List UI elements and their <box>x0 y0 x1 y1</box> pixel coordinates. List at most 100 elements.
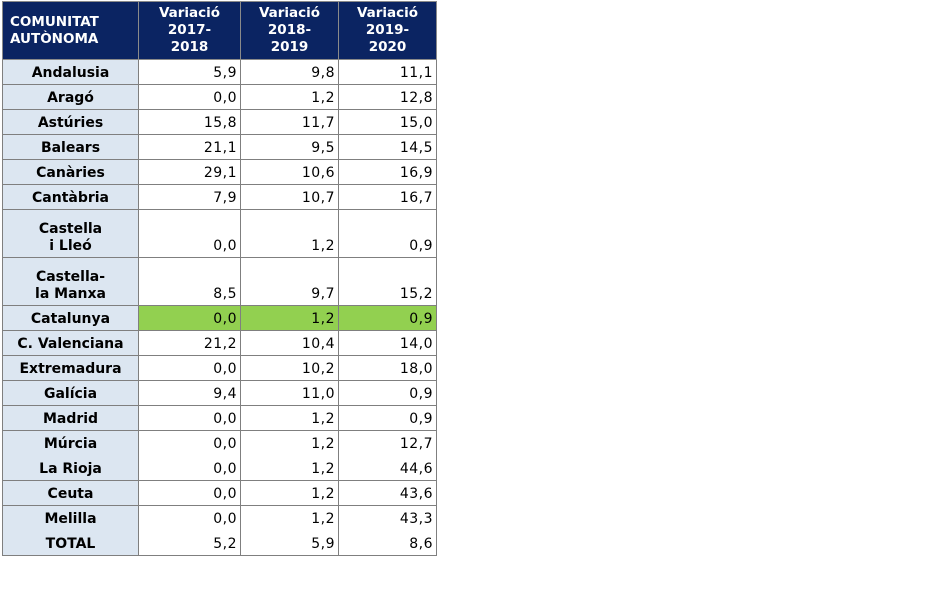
community-name: la Manxa <box>35 286 106 302</box>
variacio-2019-2020-cell: 8,6 <box>338 530 437 556</box>
variacio-2018-2019-cell: 1,2 <box>240 84 339 110</box>
community-name-cell: Galícia <box>2 380 139 406</box>
community-name: Catalunya <box>30 311 111 327</box>
table-row: Madrid 0,0 1,2 0,9 <box>2 405 437 431</box>
community-name-cell: C. Valenciana <box>2 330 139 356</box>
table-row: La Rioja 0,0 1,2 44,6 <box>2 455 437 481</box>
community-name: Melilla <box>44 511 97 527</box>
table-row: Canàries 29,1 10,6 16,9 <box>2 159 437 185</box>
community-name: Balears <box>40 140 101 156</box>
variacio-2019-2020-cell: 0,9 <box>338 405 437 431</box>
variacio-2019-2020-cell: 43,6 <box>338 480 437 506</box>
table-row: Castella-la Manxa 8,5 9,7 15,2 <box>2 257 437 306</box>
variacio-2019-2020-cell: 0,9 <box>338 380 437 406</box>
variacio-2018-2019-cell: 10,4 <box>240 330 339 356</box>
variacio-2018-2019-cell: 1,2 <box>240 480 339 506</box>
community-name: i Lleó <box>49 238 92 254</box>
variacio-2017-2018-cell: 21,1 <box>138 134 241 160</box>
variacio-2019-2020-cell: 16,9 <box>338 159 437 185</box>
community-name: Galícia <box>43 386 98 402</box>
variacio-2019-2020-cell: 12,8 <box>338 84 437 110</box>
variacio-2019-2020-cell: 11,1 <box>338 59 437 85</box>
variacio-2018-2019-cell: 10,2 <box>240 355 339 381</box>
community-name: Castella <box>38 221 103 237</box>
table-row: Andalusia 5,9 9,8 11,1 <box>2 59 437 85</box>
variacio-2018-2019-cell: 10,7 <box>240 184 339 210</box>
community-name: Madrid <box>42 411 99 427</box>
table-row: Castella i Lleó 0,0 1,2 0,9 <box>2 209 437 258</box>
variacio-2019-2020-cell: 0,9 <box>338 305 437 331</box>
table-row: TOTAL 5,2 5,9 8,6 <box>2 530 437 556</box>
variacio-2018-2019-cell: 1,2 <box>240 305 339 331</box>
community-name-cell: La Rioja <box>2 455 139 481</box>
table-row: Aragó 0,0 1,2 12,8 <box>2 84 437 110</box>
table-row: C. Valenciana 21,2 10,4 14,0 <box>2 330 437 356</box>
community-name-cell: Castella i Lleó <box>2 209 139 258</box>
community-name: La Rioja <box>39 461 102 477</box>
variacio-2019-2020-cell: 0,9 <box>338 209 437 258</box>
table-row: Catalunya 0,0 1,2 0,9 <box>2 305 437 331</box>
variacio-2018-2019-cell: 10,6 <box>240 159 339 185</box>
community-name-cell: Extremadura <box>2 355 139 381</box>
variacio-2019-2020-cell: 15,0 <box>338 109 437 135</box>
variacio-2017-2018-cell: 15,8 <box>138 109 241 135</box>
community-name-cell: Melilla <box>2 505 139 531</box>
community-name: Canàries <box>36 165 105 181</box>
variacio-2018-2019-cell: 1,2 <box>240 455 339 481</box>
community-name: Múrcia <box>43 436 98 452</box>
variacio-2018-2019-cell: 1,2 <box>240 430 339 456</box>
variacio-2017-2018-cell: 7,9 <box>138 184 241 210</box>
variacio-2017-2018-cell: 9,4 <box>138 380 241 406</box>
variacio-2018-2019-cell: 9,5 <box>240 134 339 160</box>
community-name: Extremadura <box>19 361 122 377</box>
variacio-2018-2019-cell: 11,7 <box>240 109 339 135</box>
variacio-2019-2020-cell: 43,3 <box>338 505 437 531</box>
table-row: Astúries 15,8 11,7 15,0 <box>2 109 437 135</box>
header-variacio-2019-2020: Variació 2019- 2020 <box>338 1 437 60</box>
variacio-2018-2019-cell: 9,8 <box>240 59 339 85</box>
variacio-2019-2020-cell: 44,6 <box>338 455 437 481</box>
community-name-cell: Canàries <box>2 159 139 185</box>
variacio-2018-2019-cell: 11,0 <box>240 380 339 406</box>
variacio-2017-2018-cell: 0,0 <box>138 430 241 456</box>
variacio-2018-2019-cell: 5,9 <box>240 530 339 556</box>
variacio-2018-2019-cell: 1,2 <box>240 405 339 431</box>
variacio-2017-2018-cell: 21,2 <box>138 330 241 356</box>
variacio-2019-2020-cell: 15,2 <box>338 257 437 306</box>
community-name: Ceuta <box>47 486 94 502</box>
header-variacio-2017-2018: Variació 2017- 2018 <box>138 1 241 60</box>
variacio-2018-2019-cell: 9,7 <box>240 257 339 306</box>
variacio-2017-2018-cell: 0,0 <box>138 480 241 506</box>
variacio-2019-2020-cell: 14,0 <box>338 330 437 356</box>
community-name-cell: Aragó <box>2 84 139 110</box>
community-name-cell: Andalusia <box>2 59 139 85</box>
community-name-cell: Madrid <box>2 405 139 431</box>
community-name: TOTAL <box>45 536 96 552</box>
variacio-2017-2018-cell: 0,0 <box>138 84 241 110</box>
variacio-2017-2018-cell: 5,9 <box>138 59 241 85</box>
community-name-cell: Ceuta <box>2 480 139 506</box>
variacio-2018-2019-cell: 1,2 <box>240 505 339 531</box>
variation-table: COMUNITAT AUTÒNOMA Variació 2017- 2018 V… <box>2 1 437 556</box>
table-row: Extremadura 0,0 10,2 18,0 <box>2 355 437 381</box>
variacio-2018-2019-cell: 1,2 <box>240 209 339 258</box>
variacio-2019-2020-cell: 18,0 <box>338 355 437 381</box>
variacio-2017-2018-cell: 0,0 <box>138 455 241 481</box>
header-comunitat-autonoma: COMUNITAT AUTÒNOMA <box>2 1 139 60</box>
table-row: Melilla 0,0 1,2 43,3 <box>2 505 437 531</box>
variacio-2017-2018-cell: 0,0 <box>138 209 241 258</box>
table-body: Andalusia 5,9 9,8 11,1 Aragó 0,0 1,2 12,8 Astúri… <box>2 59 437 556</box>
community-name-cell: Balears <box>2 134 139 160</box>
variacio-2017-2018-cell: 0,0 <box>138 355 241 381</box>
table-row: Balears 21,1 9,5 14,5 <box>2 134 437 160</box>
community-name-cell: Astúries <box>2 109 139 135</box>
table-row: Cantàbria 7,9 10,7 16,7 <box>2 184 437 210</box>
header-variacio-2018-2019: Variació 2018- 2019 <box>240 1 339 60</box>
community-name: Castella- <box>35 269 106 285</box>
table-row: Múrcia 0,0 1,2 12,7 <box>2 430 437 456</box>
variacio-2017-2018-cell: 5,2 <box>138 530 241 556</box>
community-name: Cantàbria <box>32 190 109 206</box>
table-row: Galícia 9,4 11,0 0,9 <box>2 380 437 406</box>
variacio-2017-2018-cell: 0,0 <box>138 305 241 331</box>
community-name: Astúries <box>37 115 104 131</box>
